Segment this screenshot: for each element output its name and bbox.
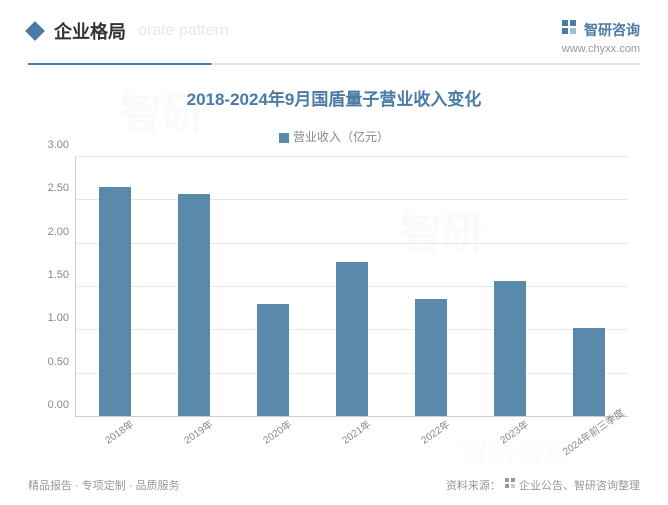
bar-slot [76, 157, 155, 416]
bar-slot [313, 157, 392, 416]
y-tick-label: 2.00 [48, 226, 69, 238]
bar [494, 281, 526, 416]
source-items: 企业公告、智研咨询整理 [519, 480, 640, 492]
footer-right: 资料来源： 企业公告、智研咨询整理 [446, 477, 640, 493]
plot-area: 0.000.501.001.502.002.503.00 [75, 157, 628, 417]
footer-left: 精品报告 · 专项定制 · 品质服务 [28, 477, 180, 493]
chart-container: 2018-2024年9月国盾量子营业收入变化 营业收入（亿元） 0.000.50… [0, 65, 668, 450]
header-title-en: orate pattern [138, 22, 229, 40]
y-axis: 0.000.501.001.502.002.503.00 [40, 157, 75, 417]
header-right: 智研咨询 www.chyxx.com [560, 18, 640, 55]
bar [415, 299, 447, 416]
x-axis-labels: 2018年2019年2020年2021年2022年2023年2024年前三季度 [75, 425, 628, 440]
bars-area [75, 157, 628, 417]
bar [178, 194, 210, 416]
bar [336, 262, 368, 416]
bar [573, 328, 605, 416]
legend: 营业收入（亿元） [40, 128, 628, 145]
y-tick-label: 0.50 [48, 356, 69, 368]
header-left: 企业格局 orate pattern [28, 18, 229, 44]
brand-icon [560, 18, 578, 41]
header: 企业格局 orate pattern 智研咨询 www.chyxx.com [0, 0, 668, 63]
brand-url: www.chyxx.com [560, 43, 640, 55]
bar [99, 187, 131, 416]
footer: 精品报告 · 专项定制 · 品质服务 资料来源： 企业公告、智研咨询整理 [28, 477, 640, 493]
legend-label: 营业收入（亿元） [293, 130, 389, 144]
source-brand-icon [504, 477, 516, 489]
y-tick-label: 0.00 [48, 399, 69, 411]
brand-row: 智研咨询 [560, 18, 640, 41]
source-label: 资料来源： [446, 480, 501, 492]
bar-slot [391, 157, 470, 416]
bar-slot [470, 157, 549, 416]
bar-slot [234, 157, 313, 416]
y-tick-label: 3.00 [48, 139, 69, 151]
y-tick-label: 1.00 [48, 312, 69, 324]
chart-title: 2018-2024年9月国盾量子营业收入变化 [40, 85, 628, 110]
bar-slot [155, 157, 234, 416]
bar-slot [549, 157, 628, 416]
bar [257, 304, 289, 416]
y-tick-label: 2.50 [48, 182, 69, 194]
brand-name: 智研咨询 [584, 20, 640, 40]
header-title-cn: 企业格局 [54, 18, 126, 44]
diamond-icon [25, 21, 45, 41]
y-tick-label: 1.50 [48, 269, 69, 281]
